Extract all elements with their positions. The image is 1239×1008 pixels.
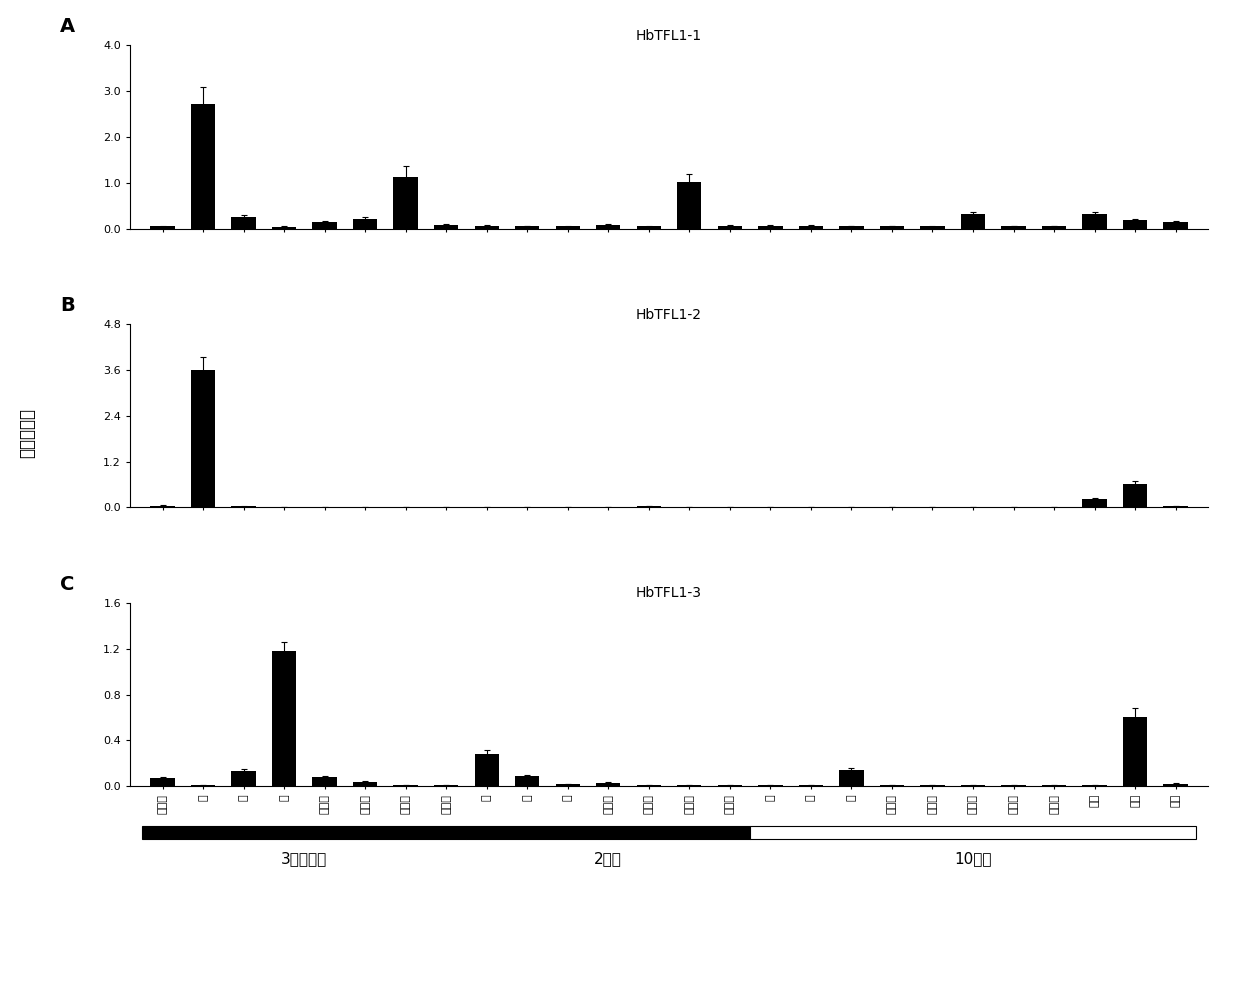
Bar: [1163, 222, 1188, 229]
Bar: [678, 785, 701, 786]
Bar: [1001, 785, 1026, 786]
Bar: [921, 785, 944, 786]
Text: 相对表达量: 相对表达量: [19, 408, 36, 459]
Bar: [880, 226, 904, 229]
Text: 2年树: 2年树: [595, 851, 622, 866]
Bar: [232, 218, 255, 229]
Bar: [232, 771, 255, 786]
Bar: [232, 506, 255, 507]
Bar: [637, 227, 660, 229]
Bar: [434, 785, 458, 786]
Bar: [758, 226, 783, 229]
Bar: [271, 651, 296, 786]
Bar: [1163, 506, 1188, 507]
Bar: [1001, 226, 1026, 229]
Bar: [758, 785, 783, 786]
Title: HbTFL1-3: HbTFL1-3: [636, 587, 703, 601]
Bar: [960, 214, 985, 229]
Bar: [312, 223, 337, 229]
Title: HbTFL1-2: HbTFL1-2: [636, 307, 703, 322]
Bar: [637, 785, 660, 786]
Bar: [434, 225, 458, 229]
Bar: [717, 785, 742, 786]
Bar: [960, 785, 985, 786]
Bar: [475, 226, 499, 229]
Title: HbTFL1-1: HbTFL1-1: [636, 29, 703, 42]
Bar: [515, 776, 539, 786]
Bar: [799, 226, 823, 229]
Bar: [555, 784, 580, 786]
Bar: [1123, 718, 1147, 786]
Bar: [150, 227, 175, 229]
Bar: [191, 104, 216, 229]
Bar: [596, 225, 621, 229]
Bar: [1123, 484, 1147, 507]
Bar: [880, 785, 904, 786]
Bar: [921, 227, 944, 229]
Bar: [394, 177, 418, 229]
Bar: [515, 226, 539, 229]
Bar: [839, 226, 864, 229]
Bar: [475, 754, 499, 786]
Bar: [353, 219, 378, 229]
Bar: [678, 182, 701, 229]
Bar: [353, 781, 378, 786]
Bar: [637, 506, 660, 507]
Bar: [717, 226, 742, 229]
Bar: [150, 778, 175, 786]
Bar: [191, 370, 216, 507]
Text: B: B: [59, 296, 74, 314]
Text: C: C: [59, 575, 74, 594]
Bar: [150, 506, 175, 507]
Bar: [1042, 226, 1067, 229]
Bar: [1042, 785, 1067, 786]
Bar: [271, 227, 296, 229]
Bar: [839, 770, 864, 786]
Text: 3个月幼苗: 3个月幼苗: [281, 851, 327, 866]
Bar: [191, 785, 216, 786]
Bar: [1163, 784, 1188, 786]
Bar: [555, 227, 580, 229]
Bar: [312, 777, 337, 786]
Bar: [394, 785, 418, 786]
Bar: [1083, 499, 1106, 507]
Bar: [799, 785, 823, 786]
Bar: [596, 783, 621, 786]
Text: A: A: [59, 17, 76, 36]
Bar: [1083, 214, 1106, 229]
Bar: [1083, 785, 1106, 786]
Bar: [1123, 221, 1147, 229]
Text: 10年树: 10年树: [954, 851, 991, 866]
